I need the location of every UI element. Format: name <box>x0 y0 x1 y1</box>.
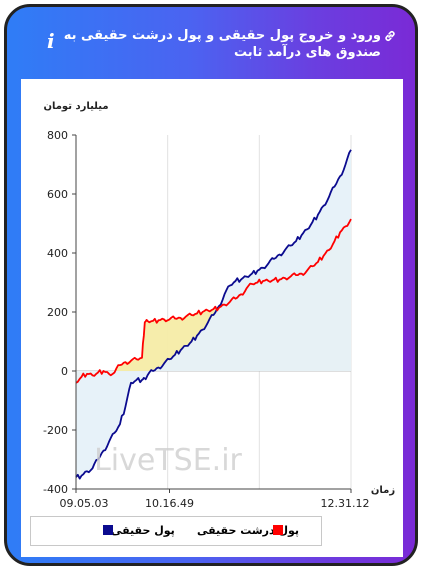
info-icon[interactable]: i <box>47 29 55 53</box>
y-tick-label: 600 <box>47 188 68 201</box>
legend-swatch-big-real <box>273 525 283 535</box>
y-axis-label: میلیارد تومان <box>43 101 108 112</box>
legend-label-real: پول حقیقی <box>111 524 175 537</box>
legend-swatch-real <box>103 525 113 535</box>
y-tick-label: -200 <box>43 424 68 437</box>
legend: پول حقیقی پول درشت حقیقی <box>30 516 322 546</box>
y-tick-label: 200 <box>47 306 68 319</box>
area-fills <box>76 149 351 478</box>
card-header: ورود و خروج پول حقیقی و پول درشت حقیقی ب… <box>7 7 415 79</box>
x-tick-label: 09.05.03 <box>60 497 109 510</box>
link-icon[interactable] <box>383 29 397 43</box>
x-axis-label: زمان <box>371 485 395 496</box>
y-tick-label: 800 <box>47 129 68 142</box>
series-line-0 <box>75 149 352 480</box>
x-tick-label: 10.16.49 <box>145 497 194 510</box>
area-real <box>76 149 351 478</box>
series-lines <box>75 149 352 480</box>
x-tick-label: 12.31.12 <box>321 497 370 510</box>
watermark: LiveTSE.ir <box>94 443 242 478</box>
y-tick-label: 0 <box>61 365 68 378</box>
y-tick-label: -400 <box>43 483 68 496</box>
y-tick-label: 400 <box>47 247 68 260</box>
series-line-1 <box>75 218 352 384</box>
legend-label-big-real: پول درشت حقیقی <box>197 524 300 537</box>
chart-title: ورود و خروج پول حقیقی و پول درشت حقیقی ب… <box>63 28 381 60</box>
